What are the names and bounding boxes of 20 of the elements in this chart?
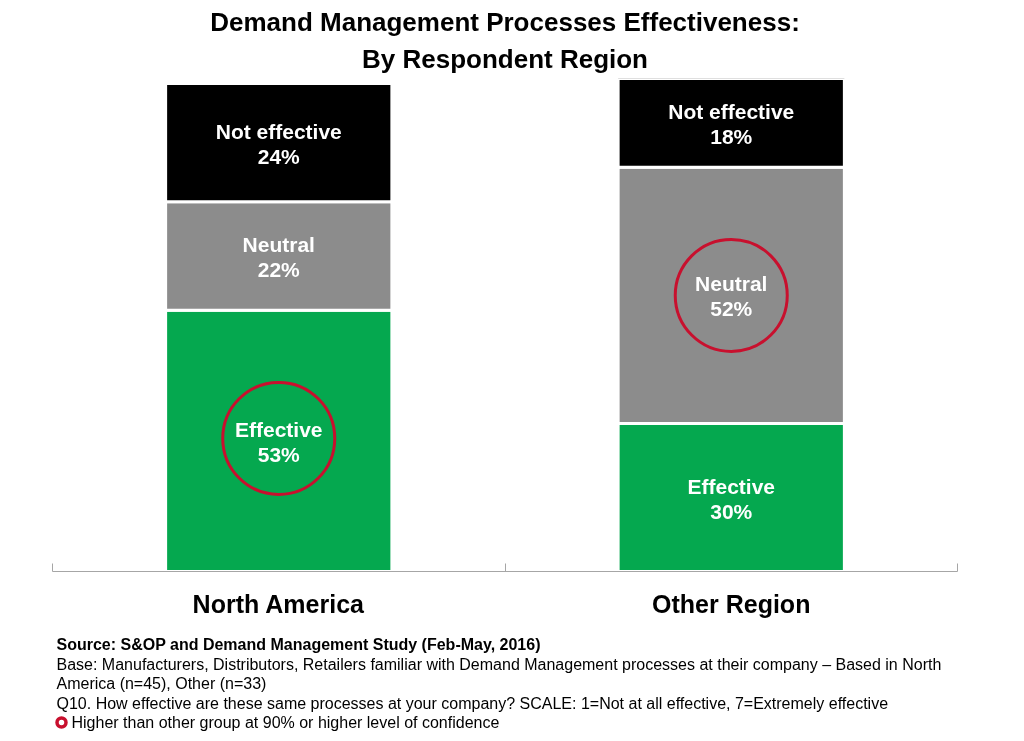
source-note: Source: S&OP and Demand Management Study (Feb-May, 2016) xyxy=(56,636,541,653)
data-label: 30% xyxy=(710,499,753,523)
data-label: 52% xyxy=(710,297,753,321)
chart-subtitle: By Respondent Region xyxy=(361,43,649,74)
data-label: 24% xyxy=(257,144,301,168)
text: Q10. How effective are these same processes at your company? SCALE: 1=Not at all effective, 7=Extremely effective xyxy=(56,694,889,712)
series-label: Not effective xyxy=(668,99,795,123)
text: Neutral xyxy=(695,272,768,296)
data-label: 53% xyxy=(257,442,301,466)
series-label: Effective xyxy=(687,474,776,498)
series-label: Neutral xyxy=(242,232,315,256)
text: Not effective xyxy=(215,119,342,143)
legend-label: Higher than other group at 90% or higher level of confidence xyxy=(71,714,500,731)
text: Effective xyxy=(234,417,323,441)
x-tick-label: Other Region xyxy=(652,589,811,618)
data-label: 22% xyxy=(257,257,301,281)
data-label: 18% xyxy=(710,124,753,148)
chart-title: Demand Management Processes Effectiveness: xyxy=(210,6,800,37)
text: Base: Manufacturers, Distributors, Retailers familiar with Demand Management processes at their company – Based in North America (n=45), Other (n=33) xyxy=(56,655,942,692)
x-tick-label: North America xyxy=(192,589,366,618)
